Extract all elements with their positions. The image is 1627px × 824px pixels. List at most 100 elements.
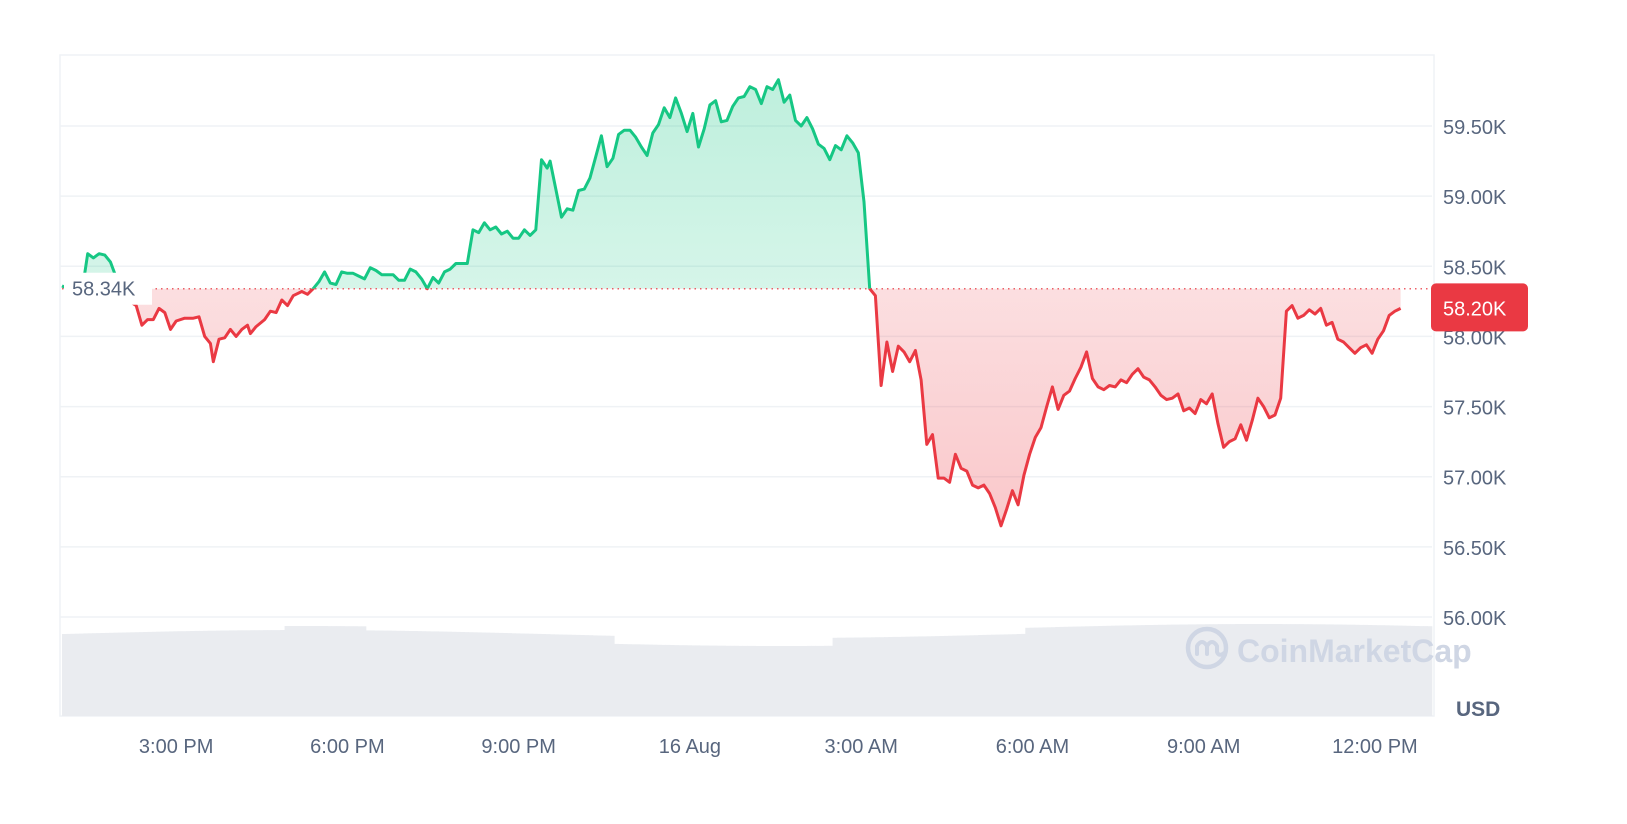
volume-bar xyxy=(708,645,714,716)
volume-bar xyxy=(1136,625,1142,716)
volume-bar xyxy=(79,633,84,716)
volume-bar xyxy=(306,626,311,716)
y-tick-label: 56.50K xyxy=(1443,538,1507,560)
baseline-label: 58.34K xyxy=(64,272,152,305)
volume-bar xyxy=(914,636,919,716)
volume-bar xyxy=(871,637,876,716)
volume-bar xyxy=(263,630,268,716)
volume-bar xyxy=(682,645,688,716)
volume-bar xyxy=(1286,624,1291,716)
volume-bar xyxy=(965,635,970,716)
volume-bar xyxy=(1414,626,1420,716)
volume-bar xyxy=(742,645,748,716)
volume-bar xyxy=(939,636,945,716)
volume-bar xyxy=(1046,627,1052,716)
volume-bar xyxy=(1200,624,1206,716)
volume-bar xyxy=(348,626,354,716)
volume-bar xyxy=(888,637,893,716)
volume-bar xyxy=(982,634,988,716)
volume-bar xyxy=(1149,625,1154,716)
volume-bar xyxy=(798,646,803,716)
x-tick-label: 6:00 PM xyxy=(310,736,384,758)
volume-bar xyxy=(254,630,260,716)
volume-bar xyxy=(1247,624,1253,716)
volume-bar xyxy=(70,633,76,716)
volume-bar xyxy=(1003,634,1009,716)
volume-bar xyxy=(1243,624,1249,716)
volume-bar xyxy=(391,630,397,716)
volume-bar xyxy=(1397,625,1403,716)
x-tick-label: 9:00 PM xyxy=(481,736,555,758)
volume-bar xyxy=(216,630,221,716)
volume-bar xyxy=(764,646,769,716)
y-tick-label: 59.00K xyxy=(1443,187,1507,209)
volume-bar xyxy=(417,631,422,716)
volume-bar xyxy=(1307,624,1313,716)
volume-bar xyxy=(464,632,469,716)
volume-bar xyxy=(151,631,157,716)
volume-bar xyxy=(408,631,414,716)
volume-bar xyxy=(1350,624,1356,716)
watermark-text: CoinMarketCap xyxy=(1237,633,1472,669)
y-tick-label: 57.50K xyxy=(1443,398,1507,420)
volume-bar xyxy=(425,631,431,716)
volume-bar xyxy=(1393,625,1399,716)
volume-bar xyxy=(832,637,838,716)
volume-bar xyxy=(1128,625,1133,716)
volume-bar xyxy=(1252,624,1257,716)
volume-bar xyxy=(1025,627,1030,716)
baseline-value-text: 58.34K xyxy=(72,279,136,301)
volume-bar xyxy=(1290,624,1296,716)
volume-bar xyxy=(1145,625,1150,716)
price-line-up[interactable] xyxy=(61,78,1401,526)
volume-bar xyxy=(477,632,482,716)
volume-bar xyxy=(1205,624,1210,716)
volume-bar xyxy=(1132,625,1137,716)
volume-bar xyxy=(271,630,277,716)
volume-bar xyxy=(1402,625,1407,716)
volume-bar xyxy=(258,630,264,716)
volume-bar xyxy=(515,633,521,716)
volume-bar xyxy=(1029,627,1035,716)
x-tick-label: 9:00 AM xyxy=(1167,736,1240,758)
volume-bar xyxy=(978,635,983,716)
volume-bar xyxy=(1423,626,1428,716)
y-tick-label: 56.00K xyxy=(1443,608,1507,630)
volume-bar xyxy=(1098,626,1103,716)
volume-bar xyxy=(250,630,255,716)
volume-bar xyxy=(1363,624,1369,716)
volume-bar xyxy=(199,630,204,716)
volume-bar xyxy=(691,645,696,716)
volume-bar xyxy=(674,645,679,716)
volume-bar xyxy=(126,632,131,716)
volume-bar xyxy=(695,645,701,716)
volume-bar xyxy=(717,645,722,716)
current-price-text: 58.20K xyxy=(1443,298,1507,320)
volume-bar xyxy=(473,632,478,716)
volume-bar xyxy=(841,637,846,716)
volume-bar xyxy=(438,631,444,716)
volume-bar xyxy=(207,630,213,716)
volume-bar xyxy=(884,637,889,716)
volume-bar xyxy=(558,634,564,716)
volume-bar xyxy=(460,632,465,716)
volume-bar xyxy=(550,634,555,716)
volume-bar xyxy=(1273,624,1279,716)
volume-bar xyxy=(310,626,315,716)
volume-bar xyxy=(824,645,829,716)
volume-bar xyxy=(1123,625,1129,716)
y-tick-label: 59.50K xyxy=(1443,117,1507,139)
volume-bar xyxy=(571,634,577,716)
price-line-down[interactable] xyxy=(62,80,1402,528)
volume-bar xyxy=(759,646,765,716)
volume-bar xyxy=(644,644,649,716)
volume-bar xyxy=(995,634,1000,716)
currency-unit-label: USD xyxy=(1456,698,1500,721)
volume-bar xyxy=(819,645,825,716)
volume-bar xyxy=(1376,625,1381,716)
volume-bar xyxy=(276,630,281,716)
price-line[interactable] xyxy=(61,78,1402,528)
volume-bar xyxy=(323,626,328,716)
